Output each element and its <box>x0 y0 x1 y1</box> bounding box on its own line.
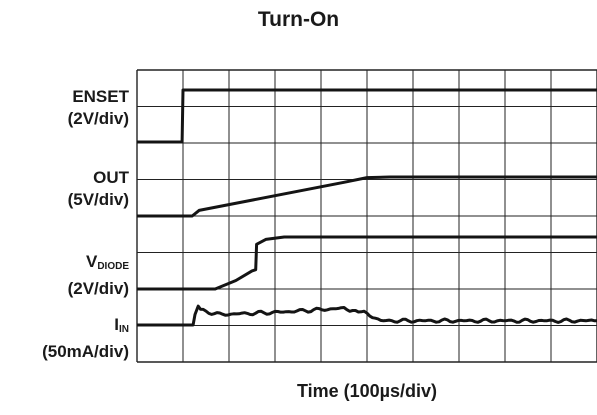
channel-name-main: V <box>85 252 98 271</box>
channel-label-vdiode: VDIODE (2V/div) <box>68 251 129 300</box>
channel-label-iin: IIN (50mA/div) <box>42 314 129 363</box>
traces <box>137 88 597 327</box>
channel-scale: (2V/div) <box>67 109 129 128</box>
channel-name-sub: DIODE <box>97 261 129 272</box>
channel-name-main: OUT <box>93 168 129 187</box>
channel-name: VDIODE <box>68 251 129 278</box>
channel-scale: (2V/div) <box>67 279 129 298</box>
channel-scale: (50mA/div) <box>42 342 129 361</box>
x-axis-label: Time (100µs/div) <box>296 381 438 401</box>
trace-enset <box>137 88 597 144</box>
trace-out <box>137 175 597 218</box>
channel-label-enset: ENSET (2V/div) <box>68 86 129 130</box>
channel-label-out: OUT (5V/div) <box>68 167 129 211</box>
trace-iin <box>137 304 597 327</box>
channel-name: IIN <box>42 314 129 341</box>
channel-name-main: ENSET <box>72 87 129 106</box>
channel-scale: (5V/div) <box>67 190 129 209</box>
channel-name: OUT <box>68 167 129 189</box>
chart-title: Turn-On <box>257 8 340 31</box>
trace-vdiode <box>137 235 597 291</box>
channel-name-main: I <box>114 315 119 334</box>
channel-name-sub: IN <box>119 324 129 335</box>
channel-name: ENSET <box>68 86 129 108</box>
